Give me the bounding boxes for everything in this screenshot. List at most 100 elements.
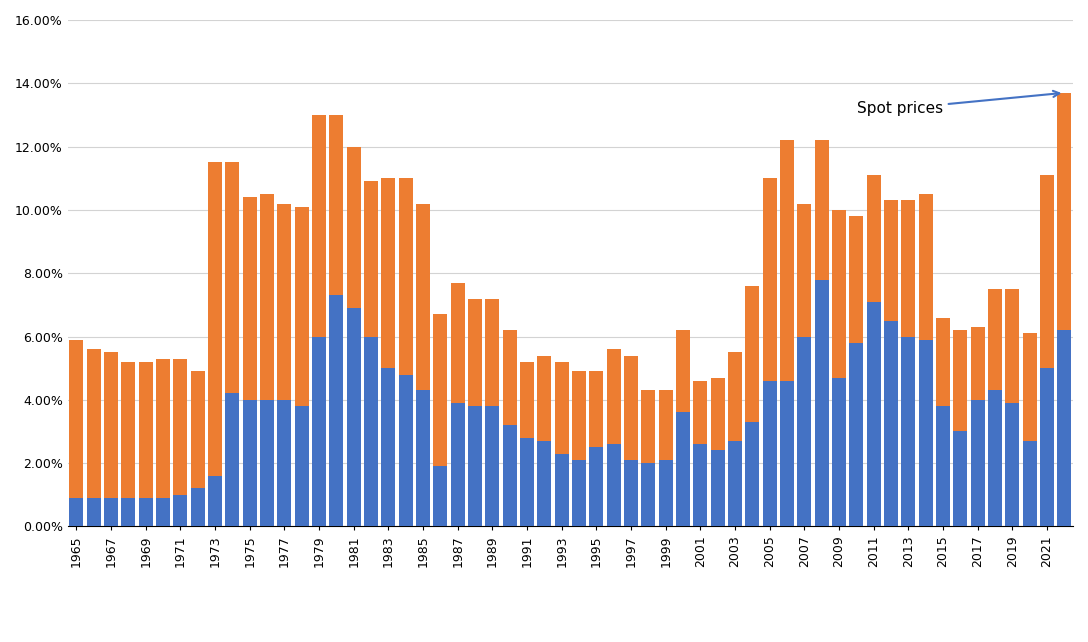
Bar: [642, 463, 655, 526]
Bar: [763, 178, 777, 381]
Bar: [763, 381, 777, 526]
Bar: [157, 359, 170, 498]
Bar: [572, 371, 586, 460]
Bar: [450, 282, 465, 403]
Bar: [970, 400, 985, 526]
Bar: [260, 400, 274, 526]
Bar: [1005, 289, 1019, 403]
Bar: [555, 362, 569, 454]
Bar: [1058, 93, 1072, 330]
Bar: [330, 115, 344, 295]
Bar: [918, 194, 932, 340]
Bar: [347, 308, 360, 526]
Bar: [832, 210, 846, 377]
Bar: [590, 447, 604, 526]
Bar: [625, 460, 638, 526]
Bar: [157, 498, 170, 526]
Bar: [902, 200, 915, 336]
Bar: [312, 115, 326, 336]
Bar: [70, 498, 84, 526]
Bar: [312, 336, 326, 526]
Bar: [243, 400, 257, 526]
Bar: [780, 381, 794, 526]
Bar: [382, 368, 395, 526]
Bar: [537, 441, 552, 526]
Bar: [936, 406, 950, 526]
Bar: [399, 374, 412, 526]
Bar: [104, 498, 118, 526]
Bar: [399, 178, 412, 374]
Bar: [676, 413, 690, 526]
Text: Spot prices: Spot prices: [857, 91, 1060, 116]
Bar: [710, 451, 725, 526]
Bar: [190, 489, 205, 526]
Bar: [70, 340, 84, 498]
Bar: [1058, 330, 1072, 526]
Bar: [190, 371, 205, 489]
Bar: [728, 441, 742, 526]
Bar: [572, 460, 586, 526]
Bar: [658, 390, 672, 460]
Bar: [433, 466, 447, 526]
Bar: [243, 197, 257, 400]
Bar: [122, 498, 135, 526]
Bar: [676, 330, 690, 413]
Bar: [642, 390, 655, 463]
Bar: [139, 362, 152, 498]
Bar: [260, 194, 274, 400]
Bar: [625, 356, 638, 460]
Bar: [364, 182, 378, 336]
Bar: [468, 299, 482, 406]
Bar: [885, 200, 898, 321]
Bar: [503, 425, 517, 526]
Bar: [693, 381, 707, 444]
Bar: [87, 349, 101, 498]
Bar: [1023, 333, 1037, 441]
Bar: [815, 141, 829, 279]
Bar: [503, 330, 517, 425]
Bar: [798, 336, 812, 526]
Bar: [433, 315, 447, 466]
Bar: [555, 454, 569, 526]
Bar: [416, 204, 430, 390]
Bar: [988, 289, 1002, 390]
Bar: [382, 178, 395, 368]
Bar: [710, 377, 725, 451]
Bar: [658, 460, 672, 526]
Bar: [953, 431, 967, 526]
Bar: [693, 444, 707, 526]
Bar: [745, 286, 759, 422]
Bar: [953, 330, 967, 431]
Bar: [485, 299, 499, 406]
Bar: [208, 162, 222, 476]
Bar: [607, 349, 620, 444]
Bar: [1040, 175, 1054, 368]
Bar: [87, 498, 101, 526]
Bar: [798, 204, 812, 336]
Bar: [815, 279, 829, 526]
Bar: [1023, 441, 1037, 526]
Bar: [850, 216, 863, 343]
Bar: [902, 336, 915, 526]
Bar: [918, 340, 932, 526]
Bar: [416, 390, 430, 526]
Bar: [520, 362, 534, 438]
Bar: [607, 444, 620, 526]
Bar: [347, 146, 360, 308]
Bar: [728, 352, 742, 441]
Bar: [330, 295, 344, 526]
Bar: [1005, 403, 1019, 526]
Bar: [780, 141, 794, 381]
Bar: [104, 352, 118, 498]
Bar: [485, 406, 499, 526]
Bar: [450, 403, 465, 526]
Bar: [970, 327, 985, 400]
Bar: [537, 356, 552, 441]
Bar: [988, 390, 1002, 526]
Bar: [295, 207, 309, 406]
Bar: [520, 438, 534, 526]
Bar: [277, 204, 292, 400]
Bar: [832, 377, 846, 526]
Bar: [277, 400, 292, 526]
Bar: [225, 394, 239, 526]
